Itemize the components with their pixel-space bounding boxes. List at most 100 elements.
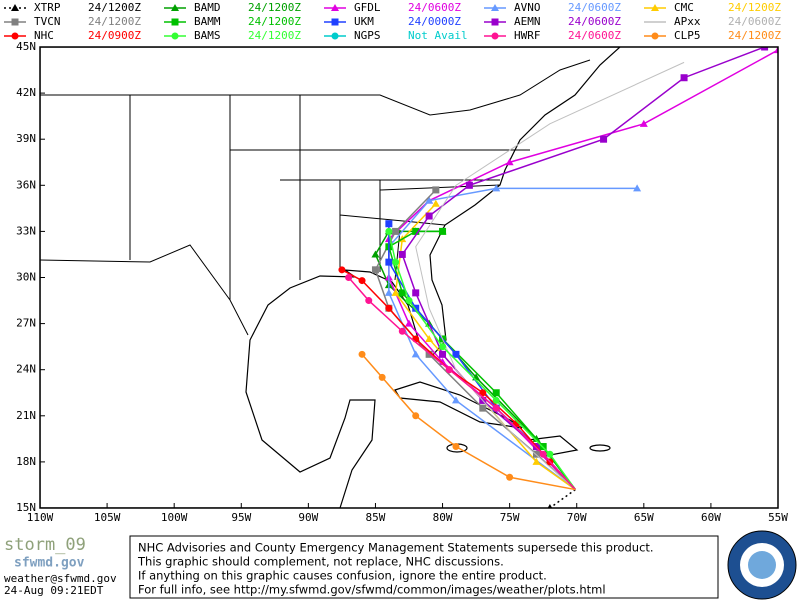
legend-name: UKM [354,15,374,28]
lon-label: 70W [567,511,587,524]
lat-label: 18N [16,455,36,468]
legend-time: 24/0900Z [88,29,141,42]
legend-marker [651,32,659,40]
tracks [338,47,778,508]
disclaimer-box [129,535,719,599]
legend-name: CLP5 [674,29,701,42]
puerto-rico [589,444,611,452]
track-point [479,404,487,412]
track-point [452,350,460,358]
track-point [398,327,406,335]
lat-label: 36N [16,178,36,191]
legend-marker [171,18,179,26]
track-point [532,450,540,458]
legend-marker [651,4,659,11]
legend-name: BAMD [194,1,221,14]
track-point [358,277,366,285]
legend-marker [491,4,499,11]
track-point [465,181,473,189]
district-seal-core [748,551,776,579]
track-point [431,199,440,207]
state-borders [129,95,530,300]
track-point [425,350,433,358]
track-point [445,366,453,374]
track-point [492,396,500,404]
lat-label: 30N [16,271,36,284]
track-point [398,289,406,297]
disclaimer-line: For full info, see http://my.sfwmd.gov/s… [138,583,606,597]
track-point [405,319,413,327]
track-point [358,350,366,358]
track-point [392,258,400,266]
us-mexico-border [40,244,249,336]
legend-name: BAMS [194,29,221,42]
legend-time: 24/1200Z [248,15,301,28]
footer: storm_09 sfwmd.gov weather@sfwmd.gov 24-… [4,530,797,600]
track-point [405,297,413,305]
track-point [761,47,769,51]
track-point [680,74,688,82]
canada-border [40,59,591,116]
track-point [338,266,346,274]
legend-time: 24/1200Z [248,1,301,14]
legend-name: AVNO [514,1,541,14]
track-point [345,274,353,281]
track-point [398,250,406,258]
legend-marker [11,18,19,26]
lon-label: 105W [94,511,121,524]
legend-marker [171,4,179,11]
track-point [639,119,648,127]
lat-label: 39N [16,132,36,145]
legend-time: 24/1200Z [728,1,781,14]
timestamp: 24-Aug 09:21EDT [4,584,104,597]
track-point [451,396,460,404]
track-point [425,196,434,204]
lon-label: 110W [27,511,54,524]
cuba [394,381,523,429]
track-point [412,304,420,312]
legend-marker [331,32,339,40]
track-point [439,227,447,235]
lon-label: 80W [433,511,453,524]
legend-marker [11,32,19,40]
legend-name: XTRP [34,1,61,14]
lon-label: 95W [231,511,251,524]
legend-time: 24/0600Z [728,15,781,28]
lon-label: 65W [634,511,654,524]
track-point [385,304,393,312]
lon-label: 85W [366,511,386,524]
site-label: sfwmd.gov [14,556,85,571]
disclaimer-line: NHC Advisories and County Emergency Mana… [138,541,654,555]
lat-label: 45N [16,40,36,53]
track-point [492,389,500,397]
track-point [633,184,642,192]
lon-label: 75W [500,511,520,524]
legend-time: 24/0000Z [408,15,461,28]
lon-label: 60W [701,511,721,524]
legend-time: 24/0600Z [568,29,621,42]
track-point [385,227,393,235]
track-point [365,297,373,305]
legend-name: AEMN [514,15,541,28]
legend-time: 24/1200Z [728,29,781,42]
track-point [385,258,393,266]
track-point [378,373,386,381]
disclaimer-line: If anything on this graphic causes confu… [138,569,547,583]
track-line [341,269,576,491]
lat-label: 42N [16,86,36,99]
track-line [415,61,685,490]
track-point [547,504,553,508]
track-point [439,343,447,351]
legend-marker [11,4,19,11]
legend-name: GFDL [354,1,381,14]
track-point [505,158,514,166]
track-point [371,266,379,274]
track-point [384,288,393,296]
track-point [425,334,434,342]
disclaimer-line: This graphic should complement, not repl… [137,555,504,569]
legend-time: 24/1200Z [88,1,141,14]
legend-time: 24/1200Z [248,29,301,42]
track-point [600,135,608,143]
track-point [432,186,440,194]
legend-name: TVCN [34,15,61,28]
